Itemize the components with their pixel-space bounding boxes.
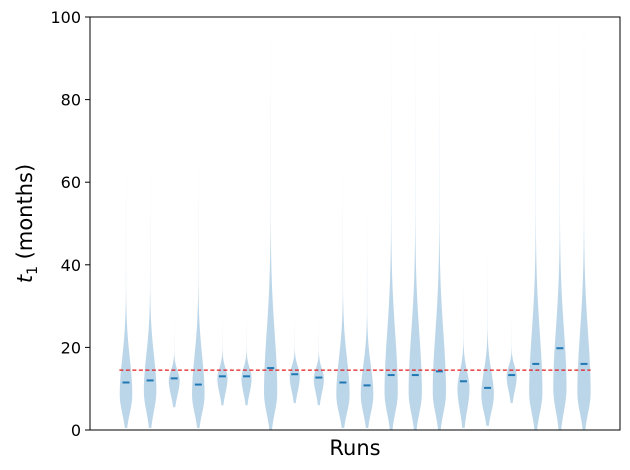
y-axis-label: t1 (months): [13, 164, 41, 283]
medians-group: [122, 347, 588, 389]
y-tick-label: 40: [61, 256, 81, 275]
y-tick-label: 0: [71, 421, 81, 440]
violin-13: [408, 17, 422, 430]
y-axis: 0 20 40 60 80 100: [50, 8, 90, 440]
y-axis-label-sub: 1: [25, 266, 41, 275]
x-axis-label: Runs: [329, 436, 380, 460]
violin-8: [289, 314, 300, 404]
violins-group: [119, 17, 591, 430]
violin-20: [577, 17, 591, 430]
violin-2: [143, 165, 157, 428]
y-axis-label-unit: (months): [13, 164, 37, 266]
plot-frame: [89, 16, 621, 431]
violin-16: [481, 248, 494, 426]
violin-7: [264, 17, 278, 430]
violin-11: [360, 211, 374, 428]
y-tick-label: 100: [50, 8, 81, 27]
y-axis-label-var: t: [13, 274, 37, 283]
violin-19: [553, 17, 567, 430]
violin-6: [241, 314, 252, 406]
violin-10: [336, 165, 350, 428]
violin-3: [168, 318, 180, 408]
y-tick-label: 60: [61, 173, 81, 192]
violin-18: [529, 17, 543, 430]
y-tick-label: 20: [61, 338, 81, 357]
violin-17: [506, 314, 517, 404]
violin-15: [457, 281, 470, 428]
violin-14: [432, 17, 446, 430]
y-tick-label: 80: [61, 91, 81, 110]
violin-5: [217, 314, 228, 406]
violin-4: [192, 149, 205, 428]
violin-1: [119, 165, 133, 428]
violin-9: [313, 318, 324, 406]
violin-12: [384, 17, 398, 430]
